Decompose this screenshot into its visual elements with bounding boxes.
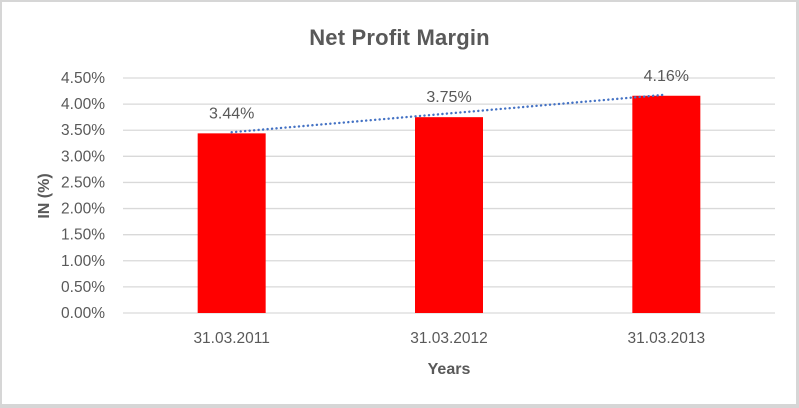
x-category-label: 31.03.2013 [628, 330, 706, 347]
y-tick-label: 0.00% [61, 305, 105, 322]
x-category-label: 31.03.2011 [193, 330, 269, 347]
y-axis-title: IN (%) [36, 173, 53, 219]
y-tick-label: 0.50% [61, 279, 105, 296]
y-tick-label: 3.00% [61, 148, 105, 165]
bar-data-label: 3.75% [426, 89, 471, 106]
y-tick-label: 3.50% [61, 122, 105, 139]
trendline[interactable] [230, 93, 668, 134]
chart-title: Net Profit Margin [309, 25, 490, 50]
y-tick-label: 2.00% [61, 201, 105, 218]
x-axis-title: Years [427, 361, 471, 378]
bar[interactable] [415, 117, 483, 314]
bar-data-label: 3.44% [209, 105, 254, 122]
bar-data-label: 4.16% [644, 68, 689, 85]
y-tick-label: 1.50% [61, 227, 105, 244]
y-tick-label: 4.00% [61, 96, 105, 113]
bar[interactable] [632, 95, 701, 313]
x-category-label: 31.03.2012 [410, 330, 488, 347]
bar[interactable] [197, 133, 266, 313]
y-tick-label: 4.50% [61, 70, 105, 87]
y-tick-label: 2.50% [61, 174, 105, 191]
y-tick-label: 1.00% [61, 253, 105, 270]
